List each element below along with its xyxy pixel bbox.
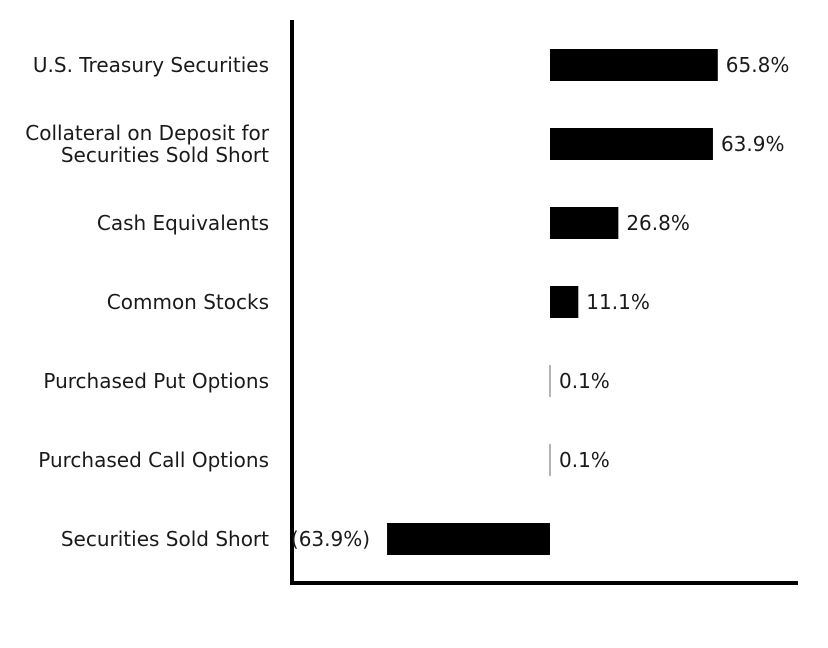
bar <box>550 128 713 160</box>
bar-value-label: 63.9% <box>721 132 785 156</box>
category-label: Purchased Put Options <box>43 369 269 393</box>
category-label: Collateral on Deposit for Securities Sold… <box>25 121 269 167</box>
bars-layer <box>387 49 718 555</box>
bar <box>387 523 550 555</box>
bar <box>550 49 718 81</box>
category-label-line: Securities Sold Short <box>61 143 269 167</box>
category-label: U.S. Treasury Securities <box>33 53 269 77</box>
bar-value-label: 65.8% <box>726 53 790 77</box>
bar <box>550 207 619 239</box>
category-label-line: U.S. Treasury Securities <box>33 53 269 77</box>
bar-value-label: 11.1% <box>586 290 650 314</box>
category-label: Cash Equivalents <box>97 211 269 235</box>
category-label-line: Cash Equivalents <box>97 211 269 235</box>
category-label-line: Collateral on Deposit for <box>25 121 269 145</box>
category-label-line: Securities Sold Short <box>61 527 269 551</box>
bar-value-label: (63.9%) <box>291 527 370 551</box>
category-label: Common Stocks <box>107 290 269 314</box>
category-label: Purchased Call Options <box>38 448 269 472</box>
category-label-line: Common Stocks <box>107 290 269 314</box>
category-label-line: Purchased Call Options <box>38 448 269 472</box>
bar-value-label: 0.1% <box>559 448 610 472</box>
labels-layer: 65.8% U.S. Treasury Securities 63.9% Collat… <box>25 53 789 551</box>
category-label-line: Purchased Put Options <box>43 369 269 393</box>
bar-value-label: 0.1% <box>559 369 610 393</box>
bar <box>550 286 579 318</box>
bar-value-label: 26.8% <box>626 211 690 235</box>
category-label: Securities Sold Short <box>61 527 269 551</box>
